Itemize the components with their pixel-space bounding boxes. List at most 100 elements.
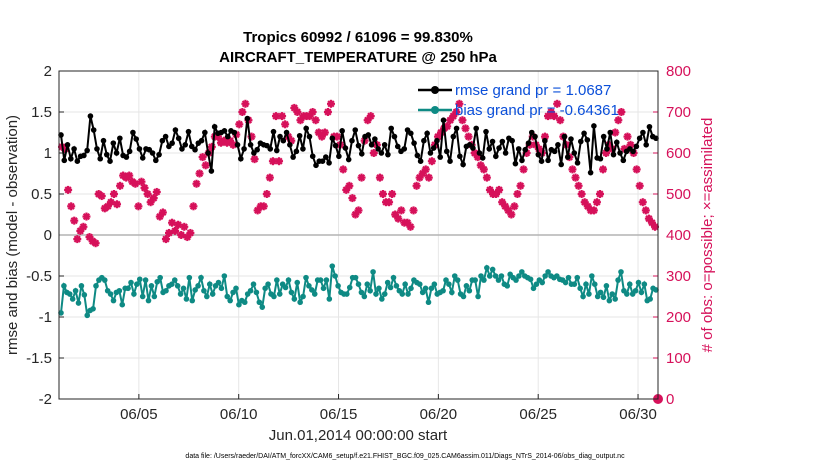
- bias-point: [352, 274, 359, 281]
- obs-point-stroke: [275, 157, 283, 165]
- plot-area: 2 1.5 1 0.5 0 -0.5 -1 -1.5 -2 800 700 600 500 400 300 2…: [26, 63, 691, 423]
- obs-point-stroke: [483, 173, 491, 182]
- y-tick-label-left: 0: [44, 227, 52, 244]
- obs-point-stroke: [250, 155, 259, 163]
- bias-point: [376, 285, 382, 292]
- rmse-point: [486, 146, 493, 152]
- obs-point-stroke: [339, 165, 347, 174]
- y-axis-right-label: # of obs: o=possible; ×=assimilated: [699, 118, 716, 353]
- obs-point-stroke: [272, 112, 280, 120]
- obs-point-stroke: [162, 235, 170, 243]
- bias-point: [632, 287, 639, 294]
- rmse-point: [613, 139, 620, 146]
- rmse-point: [349, 137, 355, 144]
- bias-point: [69, 296, 76, 302]
- bias-point: [335, 283, 341, 289]
- rmse-point: [522, 146, 529, 153]
- rmse-point: [607, 129, 614, 136]
- obs-point: [412, 181, 421, 190]
- bias-point: [294, 279, 301, 286]
- rmse-point: [450, 133, 457, 140]
- rmse-point: [558, 161, 564, 168]
- bias-point: [75, 300, 82, 306]
- bias-point: [624, 291, 630, 297]
- chart-title-line1: Tropics 60992 / 61096 = 99.830%: [243, 29, 473, 46]
- bias-point: [206, 281, 213, 288]
- rmse-point: [326, 160, 332, 166]
- rmse-point: [211, 123, 218, 130]
- bias-point: [148, 283, 155, 289]
- bias-point: [326, 296, 333, 302]
- obs-point-stroke: [174, 221, 182, 229]
- obs-point-stroke: [354, 206, 363, 215]
- obs-point-stroke: [143, 190, 152, 198]
- obs-point: [464, 132, 473, 141]
- obs-point: [265, 173, 274, 182]
- bias-point: [116, 287, 123, 294]
- obs-point-stroke: [477, 161, 485, 169]
- obs-point-stroke: [397, 206, 405, 215]
- obs-point-stroke: [409, 206, 418, 215]
- bias-point: [589, 273, 595, 279]
- obs-point-stroke: [584, 202, 592, 210]
- rmse-point: [584, 137, 591, 143]
- bias-point: [408, 285, 414, 292]
- bias-point: [329, 263, 336, 269]
- data-file-footer: data file: /Users/raeder/DAI/ATM_forcXX/…: [185, 453, 625, 460]
- x-tick-label: 06/25: [519, 406, 557, 423]
- y-tick-label-left: -1.5: [26, 350, 52, 367]
- bias-point: [460, 293, 467, 300]
- rmse-point: [545, 157, 551, 164]
- bias-point: [227, 297, 233, 304]
- rmse-point: [394, 143, 401, 150]
- bias-point: [201, 287, 207, 294]
- rmse-point: [198, 137, 205, 144]
- obs-point-stroke: [376, 173, 384, 182]
- legend-label-bias: bias grand pr = -0.64361: [455, 102, 619, 119]
- rmse-point: [620, 157, 627, 164]
- rmse-point: [94, 146, 100, 152]
- obs-point: [79, 222, 88, 231]
- bias-point: [393, 283, 400, 289]
- bias-point: [236, 301, 242, 308]
- obs-point: [333, 132, 342, 141]
- rmse-point: [339, 128, 345, 134]
- rmse-point: [457, 153, 463, 160]
- bias-point: [367, 287, 373, 294]
- bias-point: [574, 274, 581, 281]
- obs-point: [229, 140, 238, 149]
- rmse-point: [375, 146, 381, 152]
- obs-point: [623, 132, 632, 141]
- bias-point: [370, 269, 376, 275]
- bias-point: [586, 291, 592, 297]
- obs-point-stroke: [263, 190, 271, 198]
- obs-point-stroke: [125, 171, 133, 180]
- bias-point: [478, 273, 484, 279]
- obs-point-stroke: [226, 137, 234, 145]
- obs-point: [207, 142, 216, 151]
- bias-point: [466, 287, 473, 294]
- rmse-point: [600, 133, 607, 140]
- rmse-point: [597, 155, 604, 162]
- obs-point: [556, 116, 565, 125]
- obs-point: [67, 202, 76, 211]
- rmse-point: [401, 146, 408, 152]
- bias-point: [221, 273, 228, 279]
- obs-point-stroke: [651, 223, 659, 231]
- x-tick-label: 06/20: [420, 406, 458, 423]
- rmse-point: [169, 140, 175, 146]
- bias-point: [145, 297, 152, 304]
- rmse-point: [244, 115, 251, 122]
- bias-point: [647, 296, 653, 302]
- rmse-point: [630, 148, 636, 155]
- bias-point: [134, 281, 140, 288]
- bias-point: [653, 287, 659, 293]
- obs-point-stroke: [623, 132, 632, 141]
- obs-point-stroke: [260, 202, 268, 210]
- rmse-point: [388, 125, 394, 132]
- rmse-point: [479, 155, 486, 161]
- bias-point: [419, 289, 426, 296]
- rmse-point: [247, 142, 254, 148]
- rmse-point: [493, 153, 499, 160]
- rmse-point: [528, 129, 535, 136]
